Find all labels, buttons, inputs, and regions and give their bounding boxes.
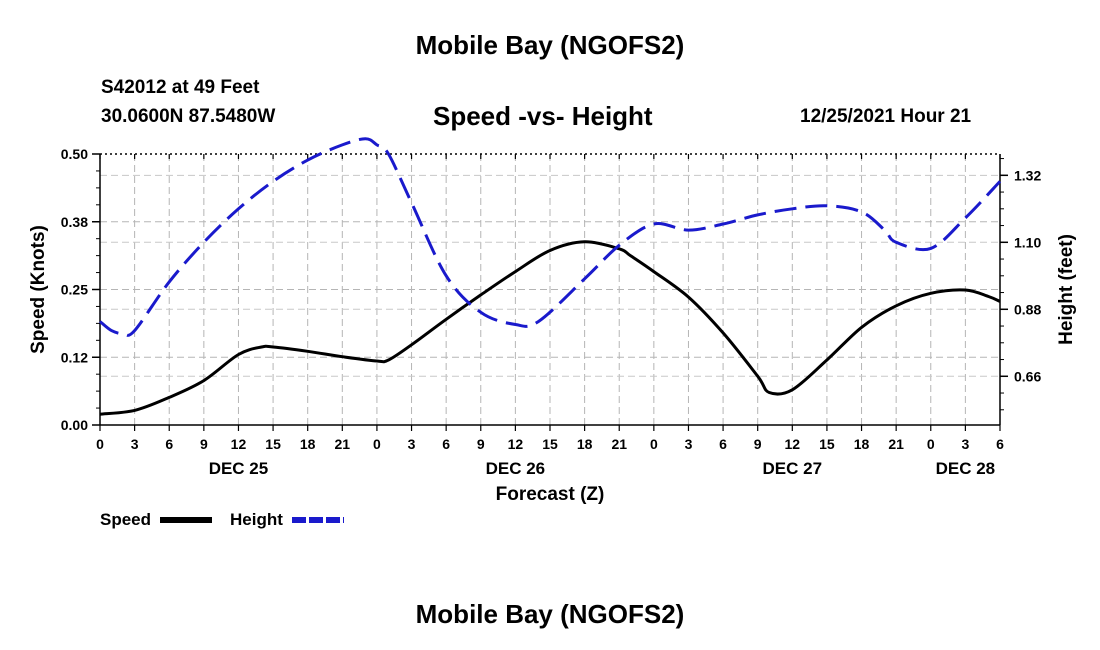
date-label: DEC 27 xyxy=(763,459,823,478)
x-tick-label: 3 xyxy=(685,436,693,452)
x-tick-label: 9 xyxy=(200,436,208,452)
x-tick-label: 6 xyxy=(165,436,173,452)
legend-label-height: Height xyxy=(230,510,283,529)
x-tick-label: 9 xyxy=(477,436,485,452)
y2-tick-label: 1.10 xyxy=(1014,234,1041,250)
date-label: DEC 26 xyxy=(486,459,546,478)
x-tick-label: 15 xyxy=(265,436,281,452)
date-label: DEC 28 xyxy=(936,459,996,478)
x-axis-title: Forecast (Z) xyxy=(496,484,605,505)
station-coordinates: 30.0600N 87.5480W xyxy=(101,106,276,127)
y-tick-label: 0.12 xyxy=(61,349,88,365)
x-tick-label: 12 xyxy=(785,436,801,452)
x-tick-label: 6 xyxy=(442,436,450,452)
x-tick-label: 18 xyxy=(300,436,316,452)
x-tick-label: 0 xyxy=(373,436,381,452)
y2-tick-label: 1.32 xyxy=(1014,167,1041,183)
axes xyxy=(92,153,1008,431)
x-tick-label: 9 xyxy=(754,436,762,452)
x-tick-label: 6 xyxy=(719,436,727,452)
forecast-run-time: 12/25/2021 Hour 21 xyxy=(800,106,972,127)
series-layer xyxy=(99,137,1002,416)
x-tick-label: 0 xyxy=(96,436,104,452)
y-tick-label: 0.38 xyxy=(61,214,88,230)
tick-labels: 0 3 6 9 12 15 18 21 0 3 6 9 12 15 18 21 0 3 6 9 12 15 18 21 0 3 6 0… xyxy=(28,146,1077,505)
x-tick-label: 3 xyxy=(408,436,416,452)
x-tick-label: 12 xyxy=(231,436,247,452)
grid xyxy=(100,154,1000,425)
x-tick-label: 21 xyxy=(335,436,351,452)
y2-tick-label: 0.88 xyxy=(1014,301,1041,317)
legend: Speed Height xyxy=(100,510,344,529)
x-tick-label: 12 xyxy=(508,436,524,452)
y-tick-label: 0.50 xyxy=(61,146,88,162)
x-tick-label: 0 xyxy=(650,436,658,452)
date-label: DEC 25 xyxy=(209,459,269,478)
series-line-height xyxy=(99,137,1002,337)
x-tick-label: 0 xyxy=(927,436,935,452)
page-title: Mobile Bay (NGOFS2) xyxy=(415,30,685,60)
x-tick-label: 18 xyxy=(854,436,870,452)
x-tick-label: 21 xyxy=(611,436,627,452)
x-tick-label: 21 xyxy=(888,436,904,452)
y-axis-title: Speed (Knots) xyxy=(28,225,49,354)
y-tick-label: 0.25 xyxy=(61,282,88,298)
x-tick-label: 18 xyxy=(577,436,593,452)
x-tick-label: 15 xyxy=(542,436,558,452)
x-tick-label: 15 xyxy=(819,436,835,452)
y2-tick-label: 0.66 xyxy=(1014,368,1041,384)
chart-title: Speed -vs- Height xyxy=(433,101,653,131)
y-tick-label: 0.00 xyxy=(61,417,88,433)
x-tick-label: 3 xyxy=(131,436,139,452)
station-id: S42012 at 49 Feet xyxy=(101,77,260,98)
y2-axis-title: Height (feet) xyxy=(1056,234,1077,345)
x-tick-label: 6 xyxy=(996,436,1004,452)
x-tick-label: 3 xyxy=(961,436,969,452)
series-line-speed xyxy=(99,240,1001,416)
legend-label-speed: Speed xyxy=(100,510,151,529)
footer-title: Mobile Bay (NGOFS2) xyxy=(415,599,685,629)
